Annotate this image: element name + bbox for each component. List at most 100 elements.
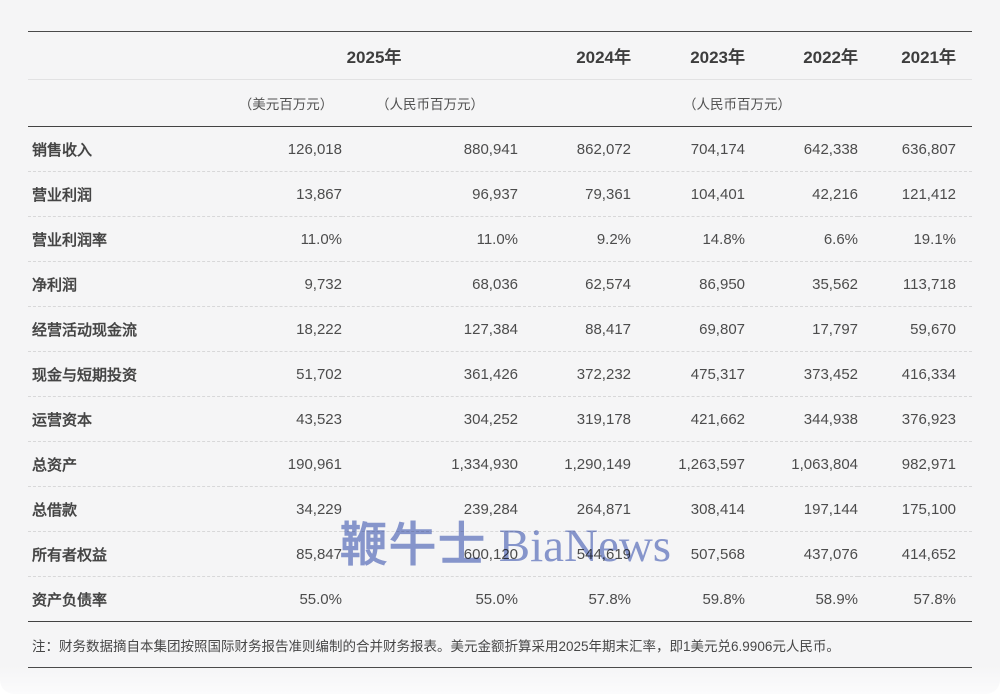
row-label: 现金与短期投资 — [28, 351, 230, 397]
cell-value: 239,284 — [342, 486, 519, 532]
unit-rmb-prior-years: （人民币百万元） — [518, 79, 973, 127]
cell-value: 121,412 — [858, 171, 973, 217]
cell-value: 6.6% — [745, 216, 859, 262]
cell-value: 414,652 — [858, 531, 973, 577]
cell-value: 1,063,804 — [745, 441, 859, 487]
unit-rmb-2025: （人民币百万元） — [342, 79, 519, 127]
year-header-row: 2025年 2024年 2023年 2022年 2021年 — [28, 31, 973, 80]
financial-table: 2025年 2024年 2023年 2022年 2021年 （美元百万元） （人… — [28, 31, 973, 668]
table-row: 运营资本 43,523 304,252 319,178 421,662 344,… — [28, 396, 973, 442]
cell-value: 126,018 — [287, 140, 342, 158]
cell-value: 376,923 — [858, 396, 973, 442]
cell-value: 57.8% — [858, 576, 973, 622]
cell-value: 704,174 — [690, 140, 746, 158]
cell-value: 642,338 — [803, 140, 859, 158]
row-label: 资产负债率 — [28, 576, 230, 622]
cell-value: 11.0% — [230, 216, 342, 262]
cell-value: 421,662 — [631, 396, 746, 442]
cell-value: 319,178 — [518, 396, 632, 442]
cell-value: 982,971 — [858, 441, 973, 487]
row-label: 运营资本 — [28, 396, 230, 442]
cell-value: 86,950 — [631, 261, 746, 307]
year-header-2021: 2021年 — [858, 31, 973, 80]
cell-value: 96,937 — [342, 171, 519, 217]
cell-value: 1,263,597 — [631, 441, 746, 487]
cell-value: 1,290,149 — [518, 441, 632, 487]
unit-header-row: （美元百万元） （人民币百万元） （人民币百万元） — [28, 79, 973, 127]
cell-value: 69,807 — [631, 306, 746, 352]
cell-value: 85,847 — [230, 531, 342, 577]
row-label: 所有者权益 — [28, 531, 230, 577]
table-row: 净利润 9,732 68,036 62,574 86,950 35,562 11… — [28, 261, 973, 307]
cell-value: 13,867 — [230, 171, 342, 217]
year-header-2024: 2024年 — [518, 31, 632, 80]
cell-value: 55.0% — [230, 576, 342, 622]
cell-value: 104,401 — [631, 171, 746, 217]
cell-value: 127,384 — [342, 306, 519, 352]
year-header-2025: 2025年 — [230, 31, 519, 80]
cell-value: 18,222 — [230, 306, 342, 352]
cell-value: 437,076 — [745, 531, 859, 577]
cell-value: 372,232 — [518, 351, 632, 397]
cell-value: 373,452 — [745, 351, 859, 397]
cell-value: 43,523 — [230, 396, 342, 442]
cell-value: 57.8% — [518, 576, 632, 622]
cell-value: 113,718 — [858, 261, 973, 307]
table-row: 现金与短期投资 51,702 361,426 372,232 475,317 3… — [28, 351, 973, 397]
empty-corner-cell — [28, 31, 230, 80]
unit-usd-2025: （美元百万元） — [230, 79, 342, 127]
row-label: 营业利润 — [28, 171, 230, 217]
cell-value: 35,562 — [745, 261, 859, 307]
cell-value: 197,144 — [745, 486, 859, 532]
footnote-row: 注：财务数据摘自本集团按照国际财务报告准则编制的合并财务报表。美元金额折算采用2… — [28, 621, 973, 668]
cell-value: 9,732 — [230, 261, 342, 307]
row-label: 营业利润率 — [28, 216, 230, 262]
cell-value: 58.9% — [745, 576, 859, 622]
year-header-2023: 2023年 — [631, 31, 746, 80]
cell-value: 51,702 — [230, 351, 342, 397]
table-row: 销售收入 126,018 880,941 862,072 704,174 642… — [28, 127, 972, 172]
footnote-text: 注：财务数据摘自本集团按照国际财务报告准则编制的合并财务报表。美元金额折算采用2… — [28, 621, 973, 668]
cell-value: 264,871 — [518, 486, 632, 532]
cell-value: 507,568 — [631, 531, 746, 577]
cell-value: 544,619 — [518, 531, 632, 577]
row-label: 销售收入 — [32, 141, 93, 159]
cell-value: 55.0% — [342, 576, 519, 622]
table-row: 经营活动现金流 18,222 127,384 88,417 69,807 17,… — [28, 306, 973, 352]
row-label: 总借款 — [28, 486, 230, 532]
cell-value: 17,797 — [745, 306, 859, 352]
table-row: 资产负债率 55.0% 55.0% 57.8% 59.8% 58.9% 57.8… — [28, 576, 973, 622]
cell-value: 9.2% — [518, 216, 632, 262]
table-row: 总借款 34,229 239,284 264,871 308,414 197,1… — [28, 486, 973, 532]
row-label: 净利润 — [28, 261, 230, 307]
cell-value: 79,361 — [518, 171, 632, 217]
year-header-2022: 2022年 — [745, 31, 859, 80]
empty-corner-cell — [28, 79, 230, 127]
cell-value: 190,961 — [230, 441, 342, 487]
cell-value: 416,334 — [858, 351, 973, 397]
table-row: 总资产 190,961 1,334,930 1,290,149 1,263,59… — [28, 441, 973, 487]
cell-value: 11.0% — [342, 216, 519, 262]
cell-value: 34,229 — [230, 486, 342, 532]
table-container: 2025年 2024年 2023年 2022年 2021年 （美元百万元） （人… — [28, 31, 973, 668]
cell-value: 59.8% — [631, 576, 746, 622]
cell-value: 304,252 — [342, 396, 519, 442]
cell-value: 636,807 — [901, 140, 957, 158]
cell-value: 68,036 — [342, 261, 519, 307]
cell-value: 1,334,930 — [342, 441, 519, 487]
table-row: 营业利润率 11.0% 11.0% 9.2% 14.8% 6.6% 19.1% — [28, 216, 973, 262]
cell-value: 361,426 — [342, 351, 519, 397]
cell-value: 59,670 — [858, 306, 973, 352]
cell-value: 88,417 — [518, 306, 632, 352]
cell-value: 42,216 — [745, 171, 859, 217]
cell-value: 19.1% — [858, 216, 973, 262]
cell-value: 308,414 — [631, 486, 746, 532]
cell-value: 475,317 — [631, 351, 746, 397]
cell-value: 62,574 — [518, 261, 632, 307]
cell-value: 880,941 — [463, 140, 519, 158]
cell-value: 600,120 — [342, 531, 519, 577]
cell-value: 344,938 — [745, 396, 859, 442]
table-row: 营业利润 13,867 96,937 79,361 104,401 42,216… — [28, 171, 973, 217]
row-label: 总资产 — [28, 441, 230, 487]
